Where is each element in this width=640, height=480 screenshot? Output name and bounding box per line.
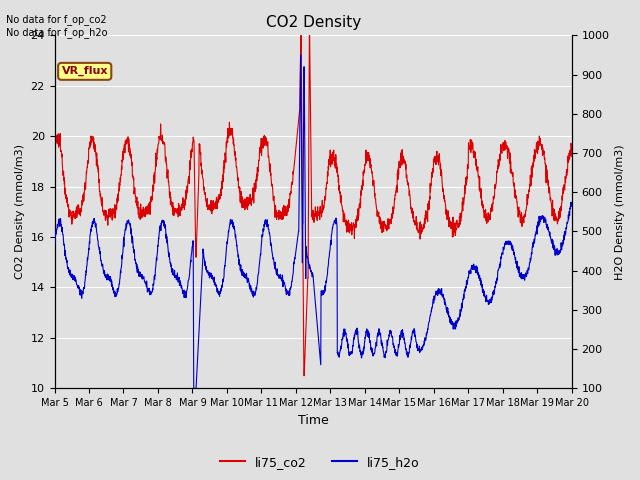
Text: VR_flux: VR_flux (61, 66, 108, 76)
Title: CO2 Density: CO2 Density (266, 15, 361, 30)
Text: No data for f_op_co2
No data for f_op_h2o: No data for f_op_co2 No data for f_op_h2… (6, 14, 108, 38)
X-axis label: Time: Time (298, 414, 328, 427)
Legend: li75_co2, li75_h2o: li75_co2, li75_h2o (215, 451, 425, 474)
Y-axis label: CO2 Density (mmol/m3): CO2 Density (mmol/m3) (15, 144, 25, 279)
Y-axis label: H2O Density (mmol/m3): H2O Density (mmol/m3) (615, 144, 625, 280)
